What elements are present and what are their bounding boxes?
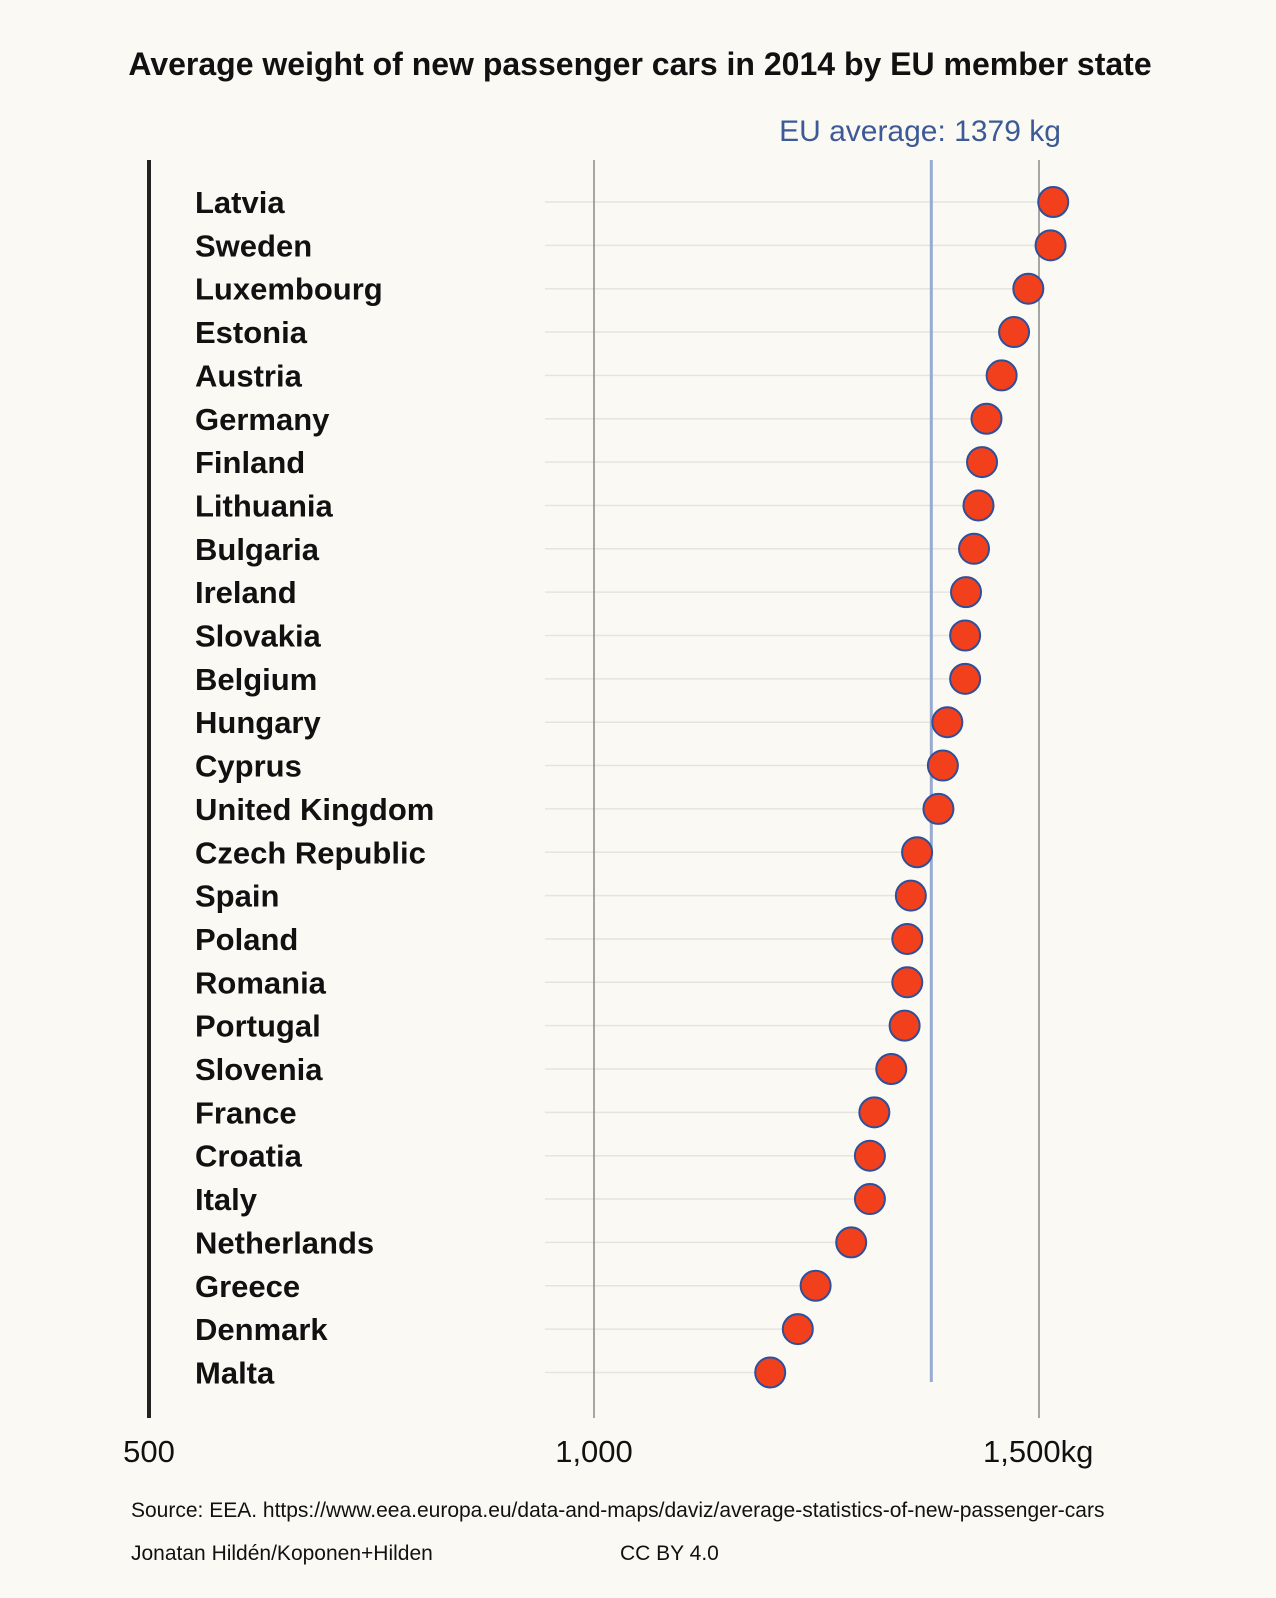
data-point: [966, 446, 999, 479]
data-point: [950, 576, 983, 609]
data-point: [853, 1183, 886, 1216]
data-points: [754, 186, 1070, 1389]
country-label: Italy: [195, 1182, 258, 1217]
data-point: [894, 879, 927, 912]
country-label: Slovenia: [195, 1052, 323, 1087]
data-point: [1034, 229, 1067, 262]
country-label: Ireland: [195, 575, 297, 610]
eu-average-label: EU average: 1379 kg: [779, 115, 1061, 148]
country-label: Hungary: [195, 705, 322, 740]
x-tick-label: 1,500kg: [983, 1434, 1093, 1469]
data-point: [998, 316, 1031, 349]
country-label: Malta: [195, 1355, 275, 1390]
country-label: Czech Republic: [195, 835, 426, 870]
country-label: France: [195, 1095, 297, 1130]
data-point: [853, 1139, 886, 1172]
data-point: [1012, 272, 1045, 305]
data-point: [891, 966, 924, 999]
data-point: [875, 1053, 908, 1085]
country-label: Slovakia: [195, 619, 322, 654]
country-label: Bulgaria: [195, 532, 320, 567]
source-note: Source: EEA. https://www.eea.europa.eu/d…: [131, 1499, 1104, 1522]
country-label: Croatia: [195, 1139, 303, 1174]
data-point: [901, 836, 934, 869]
country-label: Belgium: [195, 662, 317, 697]
country-label: Poland: [195, 922, 298, 957]
license-note: CC BY 4.0: [620, 1542, 719, 1565]
row-lines: [545, 201, 1054, 1374]
data-point: [888, 1009, 921, 1042]
data-point: [970, 402, 1003, 435]
data-point: [949, 662, 982, 695]
country-label: Lithuania: [195, 488, 334, 523]
data-point: [858, 1096, 891, 1129]
country-label: Finland: [195, 445, 305, 480]
country-labels: Latvia Sweden Luxembourg Estonia Austria Germ…: [195, 185, 434, 1390]
country-label: Denmark: [195, 1312, 328, 1347]
x-tick-labels: 500 1,000 1,500kg: [123, 1434, 1093, 1469]
data-point: [922, 792, 955, 825]
country-label: Latvia: [195, 185, 285, 220]
author-credit: Jonatan Hildén/Koponen+Hilden: [131, 1542, 433, 1565]
data-point: [985, 359, 1018, 392]
country-label: Romania: [195, 965, 327, 1000]
data-point: [949, 619, 982, 652]
data-point: [781, 1313, 814, 1346]
data-point: [835, 1226, 868, 1259]
country-label: Estonia: [195, 315, 308, 350]
country-label: Austria: [195, 358, 303, 393]
data-point: [754, 1356, 787, 1389]
country-label: Portugal: [195, 1009, 321, 1044]
data-point: [926, 749, 959, 782]
x-tick-label: 500: [123, 1434, 175, 1469]
country-label: United Kingdom: [195, 792, 434, 827]
country-label: Luxembourg: [195, 272, 383, 307]
data-point: [958, 532, 991, 565]
country-label: Sweden: [195, 228, 312, 263]
data-point: [1037, 186, 1070, 218]
country-label: Netherlands: [195, 1225, 374, 1260]
country-label: Greece: [195, 1269, 300, 1304]
data-point: [931, 706, 964, 739]
data-point: [891, 922, 924, 955]
country-label: Spain: [195, 879, 279, 914]
chart-title: Average weight of new passenger cars in …: [128, 46, 1151, 82]
data-point: [962, 489, 995, 522]
grid-lines: [593, 160, 1040, 1418]
data-point: [799, 1269, 832, 1302]
country-label: Cyprus: [195, 749, 302, 784]
country-label: Germany: [195, 402, 330, 437]
x-tick-label: 1,000: [555, 1434, 633, 1469]
